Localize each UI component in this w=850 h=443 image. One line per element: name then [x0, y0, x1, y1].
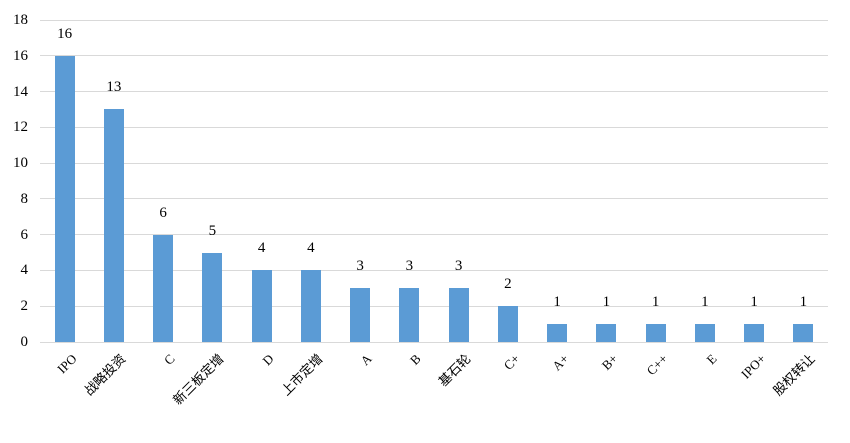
y-axis-tick-label: 2 — [20, 298, 29, 315]
bar-IPO+ — [744, 324, 765, 342]
bar-股权转让 — [793, 324, 814, 342]
y-axis-tick-label: 4 — [20, 262, 29, 279]
bar-B — [399, 288, 420, 342]
y-axis-tick-label: 8 — [20, 190, 29, 207]
bar-新三板定增 — [202, 252, 223, 342]
y-axis-tick-label: 0 — [20, 334, 29, 350]
gridline-y-18 — [40, 19, 828, 21]
bar-D — [251, 270, 272, 342]
data-label: 5 — [208, 222, 217, 239]
data-label: 1 — [799, 294, 808, 311]
bar-C+ — [497, 306, 518, 342]
bar-上市定增 — [300, 270, 321, 342]
bar-IPO — [54, 55, 75, 342]
bar-战略投资 — [103, 109, 124, 342]
y-axis-tick-label: 18 — [13, 12, 28, 28]
bar-C++ — [645, 324, 666, 342]
bar-C — [153, 234, 174, 342]
data-label: 3 — [356, 258, 364, 275]
gridline-y-8 — [40, 198, 828, 200]
data-label: 4 — [257, 240, 266, 257]
data-label: 13 — [106, 79, 122, 96]
gridline-y-4 — [40, 269, 828, 271]
bar-E — [694, 324, 715, 342]
gridline-y-2 — [40, 305, 828, 307]
data-label: 1 — [651, 294, 660, 311]
data-label: 3 — [454, 258, 463, 275]
gridline-y-10 — [40, 162, 828, 164]
data-label: 6 — [159, 204, 167, 221]
data-label: 1 — [701, 294, 709, 311]
data-label: 16 — [57, 25, 73, 42]
data-label: 4 — [307, 240, 315, 257]
data-label: 1 — [750, 294, 758, 311]
y-axis-tick-label: 16 — [13, 47, 28, 64]
gridline-y-0 — [40, 341, 828, 343]
bar-A+ — [547, 324, 568, 342]
y-axis-tick-label: 10 — [13, 155, 28, 172]
data-label: 2 — [504, 276, 512, 293]
y-axis-tick-label: 12 — [13, 119, 28, 136]
data-label: 1 — [602, 294, 611, 311]
bar-基石轮 — [448, 288, 469, 342]
gridline-y-14 — [40, 91, 828, 93]
y-axis-tick-label: 14 — [13, 83, 28, 100]
gridline-y-16 — [40, 55, 828, 57]
gridline-y-6 — [40, 234, 828, 236]
data-label: 3 — [405, 258, 414, 275]
gridline-y-12 — [40, 126, 828, 128]
bar-A — [350, 288, 371, 342]
bar-B+ — [596, 324, 617, 342]
y-axis-tick-label: 6 — [20, 226, 29, 243]
data-label: 1 — [553, 294, 561, 311]
